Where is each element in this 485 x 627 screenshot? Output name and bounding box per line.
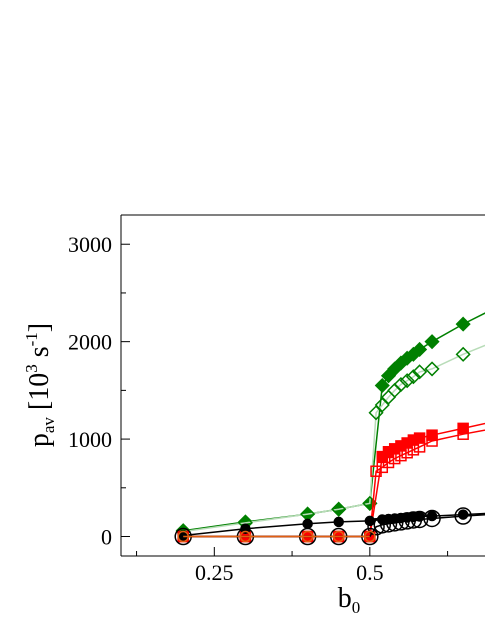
plot-frame xyxy=(120,214,485,557)
series-line xyxy=(183,312,485,532)
data-point xyxy=(455,346,471,362)
data-point xyxy=(393,376,409,393)
data-point xyxy=(457,428,469,440)
data-point xyxy=(424,361,440,377)
data-point xyxy=(239,530,252,543)
y-axis-label: pav [103 s-1] xyxy=(22,323,58,447)
data-point xyxy=(412,364,428,380)
series-line xyxy=(183,344,485,533)
data-point xyxy=(407,444,420,456)
data-point xyxy=(302,518,313,530)
x-tick-label: 0.5 xyxy=(356,560,384,585)
data-point xyxy=(399,373,415,389)
x-axis-label: b0 xyxy=(338,583,361,617)
data-point xyxy=(385,514,404,532)
data-point xyxy=(424,334,440,350)
data-point xyxy=(370,465,382,477)
data-point xyxy=(379,515,398,533)
data-point xyxy=(426,429,438,441)
data-point xyxy=(382,456,395,469)
data-point xyxy=(332,530,345,543)
data-point xyxy=(457,422,469,435)
y-tick-label: 2000 xyxy=(68,330,112,355)
data-point xyxy=(364,530,376,543)
data-point xyxy=(426,435,438,447)
series-1 xyxy=(175,344,485,540)
data-point xyxy=(413,441,426,453)
data-point xyxy=(392,513,410,531)
series-0 xyxy=(175,312,485,539)
data-point xyxy=(455,316,471,332)
data-point xyxy=(331,501,347,517)
data-point xyxy=(454,507,472,525)
data-point xyxy=(395,449,407,462)
series-2 xyxy=(177,422,485,543)
data-point xyxy=(373,516,392,534)
data-point xyxy=(457,509,469,520)
data-point xyxy=(405,369,421,385)
data-point xyxy=(401,446,413,459)
data-point xyxy=(412,341,428,358)
data-point xyxy=(413,432,426,444)
data-point xyxy=(177,530,189,543)
series-layer xyxy=(174,312,485,546)
y-tick-label: 0 xyxy=(101,525,112,550)
series-6 xyxy=(177,530,376,543)
data-point xyxy=(423,509,441,528)
y-tick-label: 3000 xyxy=(68,232,112,257)
series-3 xyxy=(177,428,485,543)
data-point xyxy=(374,377,390,394)
data-point xyxy=(301,530,314,543)
data-point xyxy=(404,511,423,529)
data-point xyxy=(333,516,344,528)
data-point xyxy=(362,495,378,511)
y-tick-label: 1000 xyxy=(68,427,112,452)
data-point xyxy=(410,510,429,529)
data-point xyxy=(398,512,416,530)
x-tick-label: 0.25 xyxy=(195,560,234,585)
data-point xyxy=(388,452,401,465)
